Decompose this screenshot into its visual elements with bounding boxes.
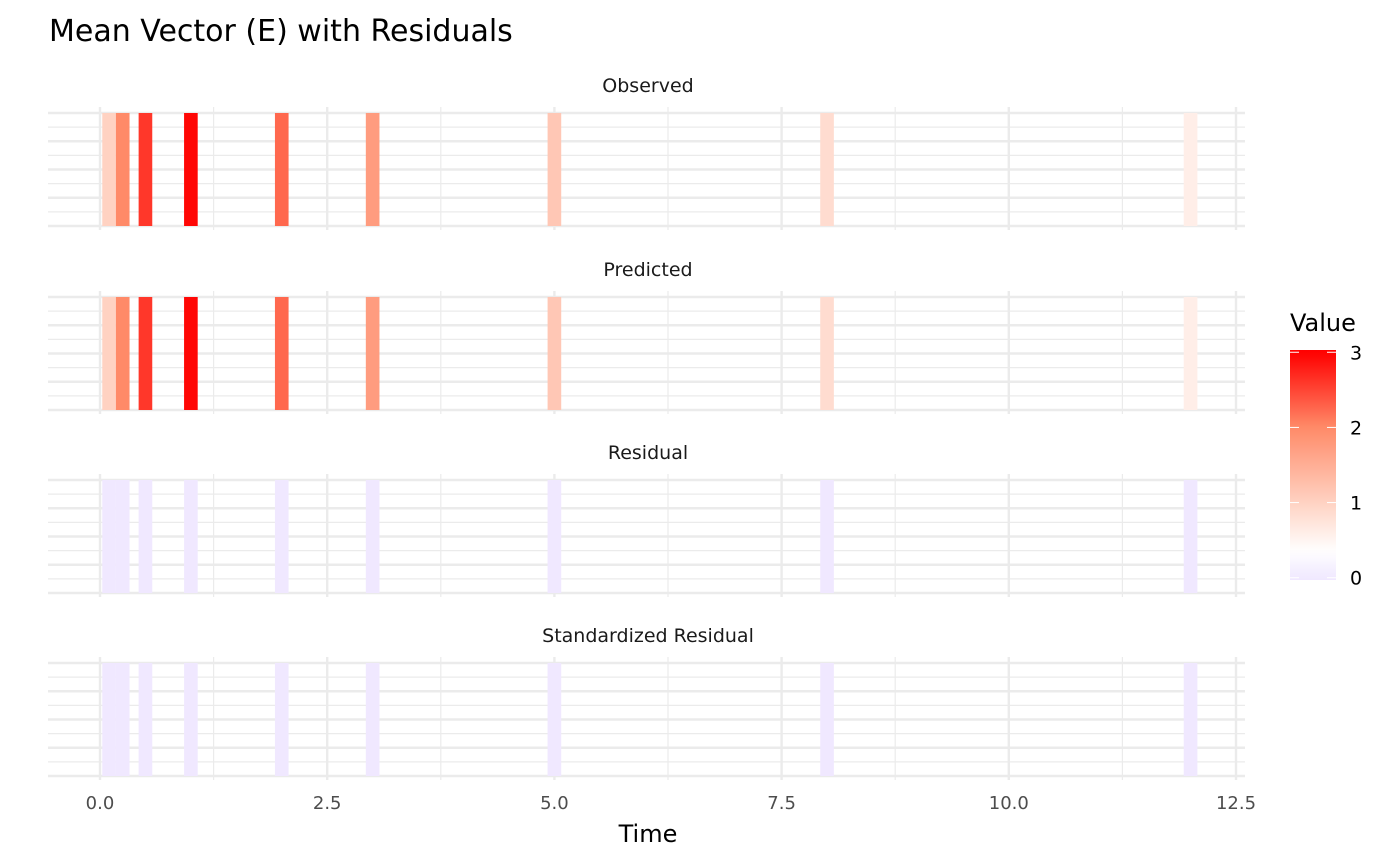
heat-tile: [1183, 297, 1198, 410]
heat-tile: [365, 663, 380, 776]
facet-strip-label: Standardized Residual: [542, 625, 754, 647]
legend-tick-label: 2: [1350, 417, 1362, 439]
x-axis: 0.0 2.5 5.0 7.5 10.0 12.5: [86, 793, 1256, 814]
facet-predicted: Predicted: [48, 259, 1245, 414]
heat-tile: [365, 113, 380, 226]
heat-tile: [1183, 113, 1198, 226]
heat-tile: [274, 480, 289, 593]
heat-tile: [1183, 663, 1198, 776]
facet-strip-label: Residual: [608, 442, 688, 464]
heat-tile: [820, 297, 834, 410]
heat-tile: [138, 113, 153, 226]
x-tick-label: 2.5: [313, 793, 342, 814]
x-tick-label: 0.0: [86, 793, 115, 814]
x-tick-label: 12.5: [1216, 793, 1256, 814]
x-tick-label: 10.0: [989, 793, 1029, 814]
heat-tile: [1183, 480, 1198, 593]
facet-panels: Observed Predicted Residual Standardized Re…: [48, 75, 1245, 780]
heat-tile: [115, 113, 130, 226]
heat-tile: [102, 480, 116, 593]
heat-tile: [184, 663, 198, 776]
heat-tile: [820, 663, 834, 776]
facet-observed: Observed: [48, 75, 1245, 230]
heat-tile: [274, 113, 289, 226]
facet-standardized-residual: Standardized Residual: [48, 625, 1245, 780]
heat-tile: [547, 297, 562, 410]
x-tick-label: 7.5: [767, 793, 796, 814]
x-tick-label: 5.0: [540, 793, 569, 814]
heat-tile: [102, 297, 116, 410]
heat-tile: [138, 297, 153, 410]
heat-tile: [115, 663, 130, 776]
facet-residual: Residual: [48, 442, 1245, 597]
heat-tile: [547, 663, 562, 776]
heat-tile: [138, 480, 153, 593]
heat-tile: [547, 113, 562, 226]
heat-tile: [138, 663, 153, 776]
heat-tile: [547, 480, 562, 593]
heat-tile: [184, 113, 198, 226]
facet-strip-label: Observed: [602, 75, 693, 97]
heat-tile: [184, 480, 198, 593]
heat-tile: [102, 113, 116, 226]
heat-tile: [184, 297, 198, 410]
legend-tick-label: 1: [1350, 493, 1362, 515]
color-legend: Value 0 1 2 3: [1290, 309, 1362, 590]
legend-colorbar: [1290, 350, 1336, 580]
heat-tile: [102, 663, 116, 776]
heat-tile: [115, 480, 130, 593]
heat-tile: [365, 297, 380, 410]
heat-tile: [820, 480, 834, 593]
legend-tick-label: 3: [1350, 342, 1362, 364]
x-axis-title: Time: [618, 820, 678, 848]
legend-tick-label: 0: [1350, 568, 1362, 590]
heat-tile: [820, 113, 834, 226]
legend-title: Value: [1290, 309, 1356, 337]
heat-tile: [115, 297, 130, 410]
heat-tile: [274, 297, 289, 410]
heat-tile: [274, 663, 289, 776]
chart-title: Mean Vector (E) with Residuals: [49, 14, 513, 49]
heat-tile: [365, 480, 380, 593]
facet-strip-label: Predicted: [603, 259, 692, 281]
